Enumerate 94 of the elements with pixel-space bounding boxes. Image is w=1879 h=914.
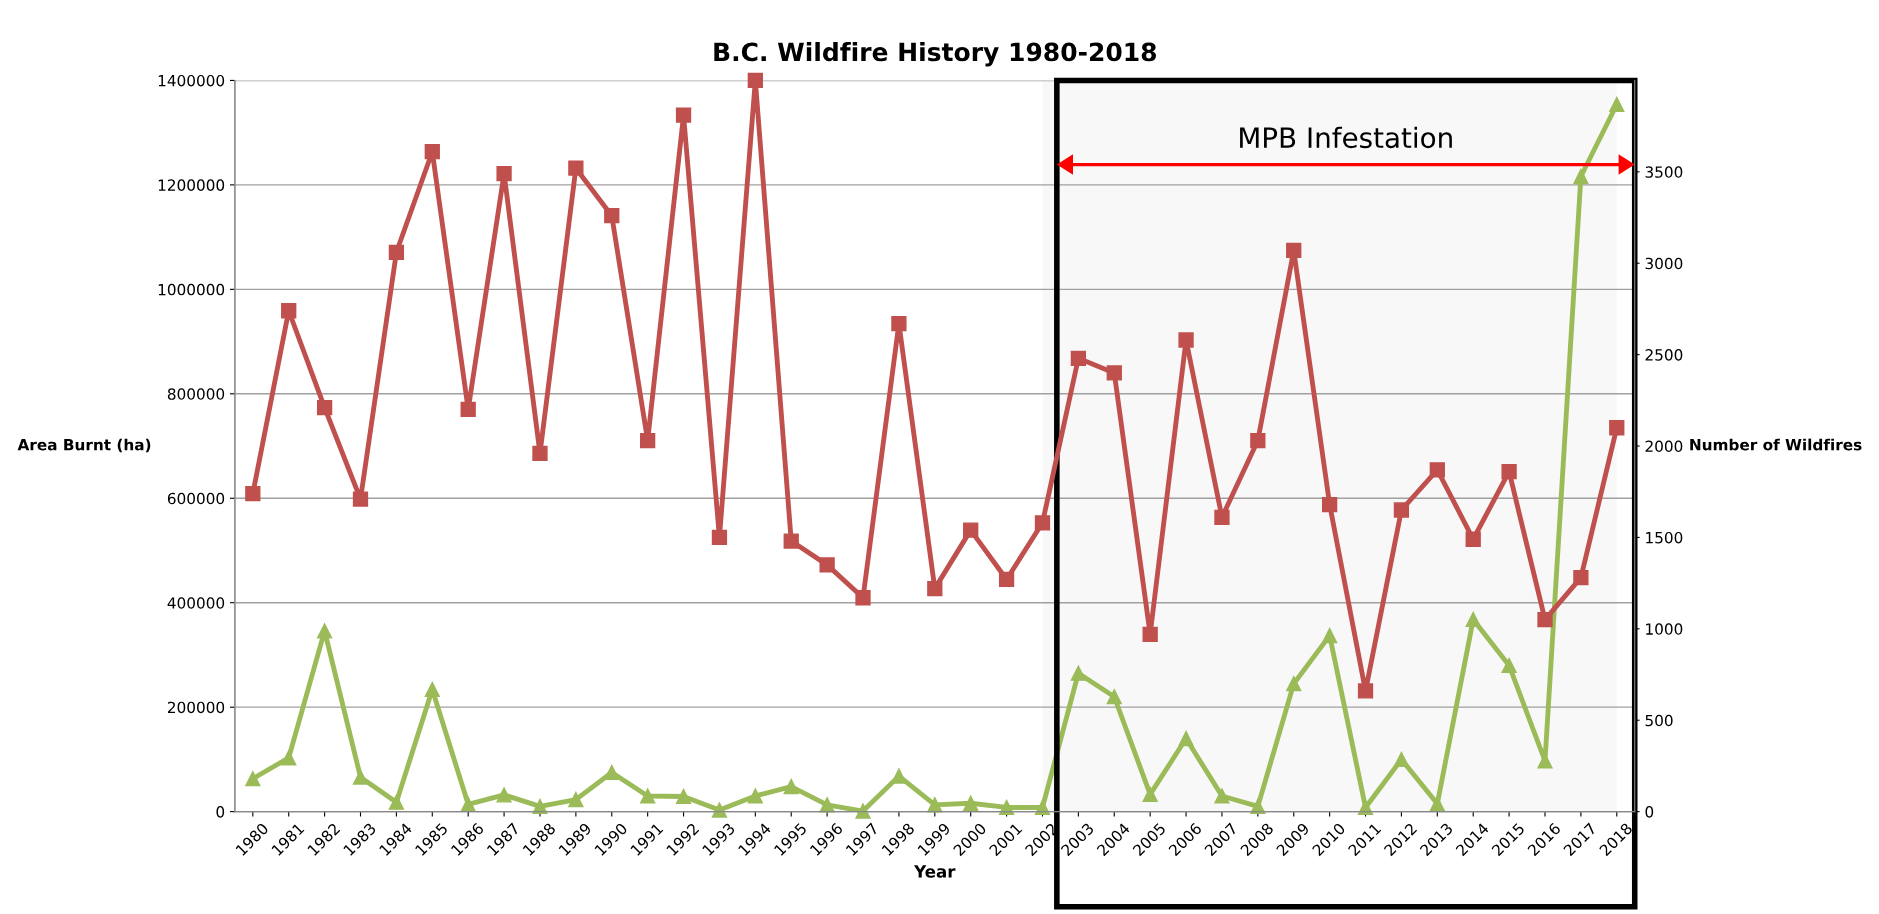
point [1429, 462, 1445, 478]
point [352, 769, 369, 785]
band-label: MPB Infestation [1240, 126, 1452, 149]
point [1501, 657, 1517, 674]
point [1286, 242, 1302, 259]
point [1357, 683, 1374, 699]
point [568, 160, 584, 176]
y2-axis-title: Number of Wildfires [1690, 438, 1862, 451]
point [1214, 509, 1230, 525]
point [640, 432, 656, 449]
point [1034, 515, 1051, 531]
point [1501, 463, 1517, 480]
y2-tick-label: 2500 [1645, 349, 1683, 361]
point [496, 787, 512, 803]
y-tick-label: 400000 [167, 597, 225, 609]
point [1537, 612, 1553, 628]
y-axis-title: Area Burnt (ha) [17, 438, 151, 453]
point [245, 485, 261, 502]
point [496, 166, 512, 182]
point [1393, 502, 1410, 518]
point [1106, 689, 1122, 705]
point [460, 401, 476, 418]
point [568, 791, 584, 808]
point [998, 571, 1015, 588]
point [388, 794, 405, 810]
point [1178, 332, 1194, 348]
point [855, 803, 871, 819]
point [711, 802, 728, 818]
point [604, 764, 620, 781]
point [640, 788, 656, 804]
point [1034, 799, 1051, 816]
y2-tick-label: 2000 [1645, 440, 1683, 453]
y2-tick-label: 1000 [1646, 623, 1683, 635]
point [1465, 611, 1481, 628]
point [1070, 665, 1087, 681]
point [1142, 626, 1158, 642]
y-tick-label: 200000 [167, 701, 225, 714]
point [1573, 168, 1589, 185]
y2-tick-label: 3000 [1645, 257, 1683, 270]
point [747, 788, 763, 804]
y-tick-label: 1400000 [158, 74, 225, 87]
point [281, 303, 297, 319]
point [1609, 96, 1625, 113]
point [532, 445, 548, 461]
point [891, 768, 907, 784]
point [891, 315, 907, 332]
point [1286, 676, 1302, 692]
point [1429, 796, 1445, 812]
point [855, 590, 871, 606]
point [424, 144, 440, 160]
point [1357, 799, 1374, 816]
y2-tick-label: 1500 [1646, 531, 1683, 544]
point [1321, 627, 1338, 644]
point [1393, 751, 1410, 768]
y-tick-label: 1000000 [158, 283, 225, 296]
point [316, 400, 333, 416]
point [424, 681, 440, 698]
y-tick-label: 1200000 [158, 179, 225, 191]
point [245, 771, 261, 787]
point [352, 491, 369, 507]
y-tick-label: 0 [216, 806, 225, 818]
point [1178, 730, 1194, 747]
point [281, 750, 297, 766]
point [963, 522, 979, 538]
point [460, 796, 476, 812]
y2-tick-label: 0 [1645, 806, 1654, 818]
point [675, 788, 692, 805]
x-axis-title: Year [913, 865, 956, 878]
point [1142, 786, 1158, 803]
point [711, 529, 728, 546]
point [316, 623, 333, 639]
point [604, 208, 620, 224]
y2-tick-label: 3500 [1645, 166, 1683, 178]
point [1321, 496, 1338, 513]
point [819, 557, 835, 573]
point [1465, 531, 1481, 547]
point [388, 244, 405, 260]
point [963, 795, 979, 811]
y-tick-label: 800000 [167, 388, 225, 400]
point [1609, 420, 1625, 436]
point [1573, 570, 1589, 586]
y2-tick-label: 500 [1645, 714, 1673, 727]
chart-title: B.C. Wildfire History 1980-2018 [714, 41, 1157, 67]
point [1070, 350, 1087, 366]
point [783, 533, 799, 549]
point [747, 72, 763, 89]
point [1106, 365, 1122, 381]
point [675, 107, 692, 123]
point [927, 580, 943, 597]
point [783, 778, 799, 795]
point [1214, 788, 1230, 804]
y-tick-label: 600000 [167, 492, 225, 505]
point [1250, 432, 1266, 449]
point [998, 799, 1015, 816]
